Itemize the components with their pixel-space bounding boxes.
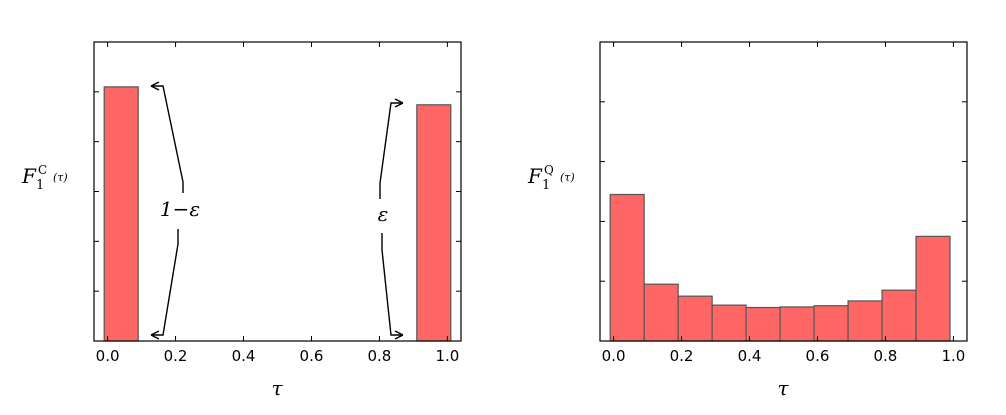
ylabel-sub: 1 bbox=[542, 178, 550, 193]
x-tick-label: 0.2 bbox=[164, 347, 188, 365]
quantum-axes-frame bbox=[599, 41, 968, 342]
x-tick-label: 0.8 bbox=[874, 347, 898, 365]
x-tick-label: 0.2 bbox=[670, 347, 694, 365]
ylabel-arg: (τ) bbox=[560, 171, 575, 184]
histogram-bar-8 bbox=[881, 289, 917, 342]
classical-axes-frame bbox=[93, 41, 462, 342]
classical-y-ticks bbox=[94, 91, 461, 342]
classical-histogram-panel: 0.0 0.2 0.4 0.6 0.8 1.0 F 1 C (τ) τ 1−ε ε bbox=[21, 41, 462, 400]
quantum-histogram-panel: 0.0 0.2 0.4 0.6 0.8 1.0 F 1 Q (τ) τ bbox=[527, 41, 968, 400]
classical-x-ticks: 0.0 0.2 0.4 0.6 0.8 1.0 bbox=[96, 42, 459, 365]
epsilon-label: ε bbox=[378, 202, 389, 226]
histogram-bar-4 bbox=[745, 306, 781, 342]
ylabel-sub: 1 bbox=[36, 178, 44, 193]
x-tick-label: 0.4 bbox=[738, 347, 762, 365]
histogram-bar-6 bbox=[813, 305, 849, 342]
ylabel-base: F bbox=[21, 164, 37, 188]
histogram-bar-1 bbox=[416, 104, 452, 342]
x-tick-label: 0.6 bbox=[300, 347, 324, 365]
x-tick-label: 0.6 bbox=[806, 347, 830, 365]
histogram-bar-3 bbox=[711, 304, 747, 342]
one-minus-epsilon-label: 1−ε bbox=[160, 197, 200, 221]
ylabel-arg: (τ) bbox=[53, 171, 68, 184]
histogram-bar-9 bbox=[915, 235, 951, 342]
quantum-y-axis-label: F 1 Q (τ) bbox=[527, 163, 575, 193]
histogram-bar-1 bbox=[643, 283, 679, 342]
histogram-bar-2 bbox=[677, 295, 713, 342]
histogram-bar-7 bbox=[847, 300, 883, 342]
one-minus-epsilon-bracket bbox=[150, 81, 184, 340]
histogram-bar-5 bbox=[779, 306, 815, 342]
x-tick-label: 0.8 bbox=[368, 347, 392, 365]
ylabel-sup: C bbox=[38, 163, 47, 177]
x-tick-label: 1.0 bbox=[435, 347, 459, 365]
quantum-bars bbox=[609, 193, 951, 342]
x-tick-label: 1.0 bbox=[941, 347, 965, 365]
histogram-bar-0 bbox=[103, 86, 139, 342]
histogram-bar-0 bbox=[609, 193, 645, 342]
x-tick-label: 0.0 bbox=[602, 347, 626, 365]
epsilon-bracket bbox=[379, 98, 404, 340]
x-tick-label: 0.0 bbox=[96, 347, 120, 365]
quantum-x-ticks: 0.0 0.2 0.4 0.6 0.8 1.0 bbox=[602, 42, 965, 365]
quantum-x-axis-label: τ bbox=[777, 376, 789, 400]
classical-x-axis-label: τ bbox=[271, 376, 283, 400]
x-tick-label: 0.4 bbox=[232, 347, 256, 365]
ylabel-sup: Q bbox=[544, 163, 554, 177]
classical-y-axis-label: F 1 C (τ) bbox=[21, 163, 68, 193]
classical-bars bbox=[103, 86, 452, 342]
ylabel-base: F bbox=[527, 164, 543, 188]
